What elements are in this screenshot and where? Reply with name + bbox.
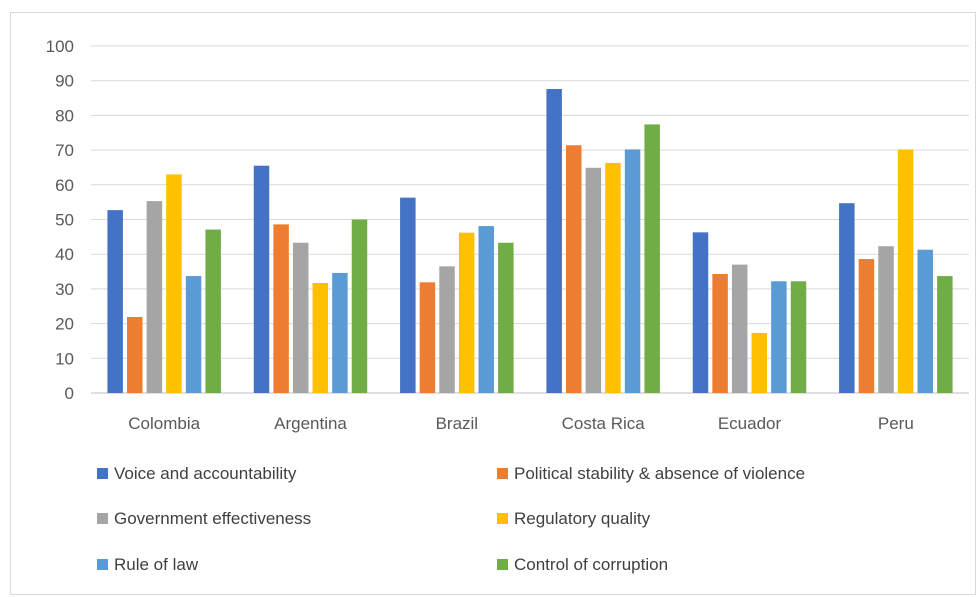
y-tick-label: 20 — [55, 315, 74, 334]
x-tick-label: Argentina — [274, 414, 347, 433]
bar-ecuador-1 — [692, 232, 709, 393]
x-tick-label: Peru — [878, 414, 914, 433]
y-axis-ticks: 0 10 20 30 40 50 60 70 80 90 100 — [46, 37, 74, 403]
bar-colombia-5 — [185, 276, 202, 393]
bar-peru-2 — [858, 259, 875, 393]
x-tick-label: Brazil — [436, 414, 479, 433]
x-tick-label: Costa Rica — [562, 414, 646, 433]
bar-ecuador-6 — [790, 281, 807, 393]
bar-brazil-2 — [419, 282, 436, 393]
bar-peru-3 — [878, 246, 894, 393]
legend: Voice and accountability Political stabil… — [97, 464, 805, 574]
bar-ecuador-3 — [731, 264, 748, 393]
bar-argentina-2 — [273, 224, 289, 393]
bar-ecuador-5 — [771, 281, 787, 393]
bar-colombia-3 — [146, 201, 163, 393]
legend-label: Political stability & absence of violenc… — [514, 464, 805, 483]
bar-costa-rica-1 — [546, 89, 562, 393]
bar-ecuador-4 — [751, 332, 768, 393]
bar-costa-rica-5 — [624, 149, 641, 393]
bar-argentina-5 — [332, 272, 348, 393]
y-tick-label: 10 — [55, 349, 74, 368]
bar-costa-rica-6 — [644, 124, 660, 393]
gridlines — [91, 45, 969, 394]
legend-swatch — [97, 559, 108, 570]
y-tick-label: 100 — [46, 37, 74, 56]
legend-swatch — [497, 559, 508, 570]
legend-label: Rule of law — [114, 555, 199, 574]
bar-brazil-1 — [400, 197, 416, 393]
bar-chart: 0 10 20 30 40 50 60 70 80 90 100 Colombia Argentina… — [46, 37, 969, 574]
bar-brazil-6 — [498, 242, 514, 393]
bar-costa-rica-2 — [566, 145, 582, 393]
y-tick-label: 60 — [55, 176, 74, 195]
bar-peru-6 — [937, 276, 953, 393]
y-tick-label: 30 — [55, 280, 74, 299]
y-tick-label: 50 — [55, 211, 74, 230]
bar-peru-4 — [897, 149, 914, 393]
legend-label: Regulatory quality — [514, 509, 651, 528]
x-tick-label: Colombia — [128, 414, 200, 433]
bar-ecuador-2 — [712, 273, 728, 393]
y-tick-label: 80 — [55, 106, 74, 125]
bar-argentina-3 — [292, 242, 309, 393]
bars — [107, 89, 953, 393]
bar-costa-rica-3 — [585, 167, 602, 393]
legend-swatch — [97, 513, 108, 524]
y-tick-label: 90 — [55, 72, 74, 91]
bar-brazil-5 — [478, 226, 494, 393]
bar-colombia-4 — [166, 174, 182, 393]
bar-argentina-1 — [253, 165, 270, 393]
y-tick-label: 40 — [55, 245, 74, 264]
legend-label: Government effectiveness — [114, 509, 311, 528]
y-tick-label: 70 — [55, 141, 74, 160]
legend-label: Control of corruption — [514, 555, 668, 574]
bar-peru-5 — [917, 249, 933, 393]
bar-colombia-1 — [107, 210, 123, 393]
bar-brazil-3 — [439, 266, 455, 393]
legend-swatch — [97, 468, 108, 479]
bar-costa-rica-4 — [605, 162, 621, 393]
chart-area: 0 10 20 30 40 50 60 70 80 90 100 Colombia Argentina… — [10, 12, 976, 595]
x-axis-ticks: Colombia Argentina Brazil Costa Rica Ecuador… — [128, 414, 914, 433]
legend-swatch — [497, 513, 508, 524]
bar-argentina-4 — [312, 283, 329, 393]
bar-argentina-6 — [351, 219, 368, 393]
bar-peru-1 — [839, 203, 855, 393]
bar-colombia-6 — [205, 229, 221, 393]
x-tick-label: Ecuador — [718, 414, 782, 433]
y-tick-label: 0 — [65, 384, 74, 403]
legend-swatch — [497, 468, 508, 479]
bar-brazil-4 — [458, 232, 475, 393]
bar-colombia-2 — [127, 317, 143, 393]
legend-label: Voice and accountability — [114, 464, 297, 483]
